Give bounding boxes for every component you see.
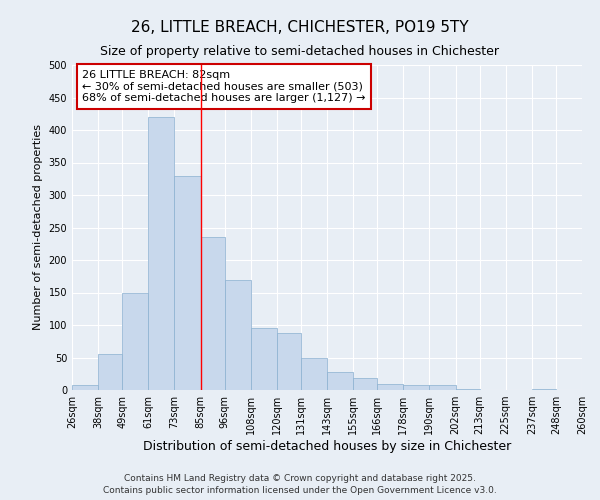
Bar xyxy=(251,328,277,390)
X-axis label: Distribution of semi-detached houses by size in Chichester: Distribution of semi-detached houses by … xyxy=(143,440,511,453)
Bar xyxy=(175,176,200,390)
Text: Size of property relative to semi-detached houses in Chichester: Size of property relative to semi-detach… xyxy=(101,45,499,58)
Bar xyxy=(301,358,327,390)
Bar xyxy=(148,117,175,390)
Bar xyxy=(377,384,403,390)
Y-axis label: Number of semi-detached properties: Number of semi-detached properties xyxy=(33,124,43,330)
Bar xyxy=(224,280,251,390)
Text: 26, LITTLE BREACH, CHICHESTER, PO19 5TY: 26, LITTLE BREACH, CHICHESTER, PO19 5TY xyxy=(131,20,469,35)
Bar xyxy=(403,385,430,390)
Text: 26 LITTLE BREACH: 82sqm
← 30% of semi-detached houses are smaller (503)
68% of s: 26 LITTLE BREACH: 82sqm ← 30% of semi-de… xyxy=(82,70,366,103)
Bar xyxy=(122,292,148,390)
Bar xyxy=(98,354,122,390)
Bar xyxy=(353,378,377,390)
Bar xyxy=(327,372,353,390)
Bar xyxy=(72,385,98,390)
Bar xyxy=(277,333,301,390)
Bar xyxy=(532,388,556,390)
Text: Contains HM Land Registry data © Crown copyright and database right 2025.
Contai: Contains HM Land Registry data © Crown c… xyxy=(103,474,497,495)
Bar xyxy=(200,238,224,390)
Bar xyxy=(455,388,479,390)
Bar xyxy=(430,386,455,390)
